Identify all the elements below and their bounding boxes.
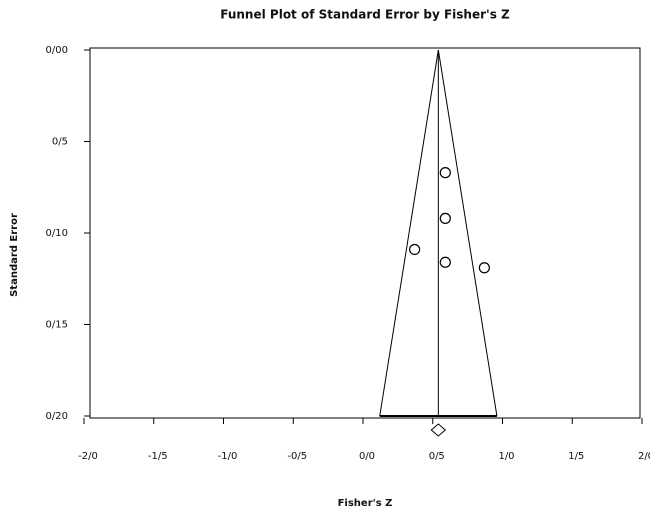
- y-tick-label: 0/00: [46, 45, 68, 56]
- plot-frame: [89, 47, 641, 419]
- x-tick-label: 1/5: [568, 451, 584, 462]
- y-tick-label: 0/5: [52, 137, 68, 148]
- funnel-edge: [379, 49, 439, 417]
- x-tick-label: 0/0: [359, 451, 375, 462]
- y-axis-label: Standard Error: [9, 213, 20, 297]
- study-point: [439, 167, 451, 179]
- study-point: [478, 262, 490, 274]
- x-tick-label: -2/0: [78, 451, 98, 462]
- study-point: [439, 256, 451, 268]
- x-tick-label: -0/5: [287, 451, 307, 462]
- y-tick-label: 0/15: [46, 320, 68, 331]
- x-axis-label: Fisher's Z: [338, 498, 393, 509]
- study-point: [409, 243, 421, 256]
- funnel-edge: [437, 49, 498, 417]
- x-tick-label: -1/5: [148, 451, 168, 462]
- summary-diamond: [430, 423, 447, 437]
- x-tick-label: -1/0: [218, 451, 238, 462]
- x-tick-label: 1/0: [498, 451, 514, 462]
- x-tick-label: 0/5: [429, 451, 445, 462]
- y-tick-label: 0/20: [46, 411, 68, 422]
- y-tick-label: 0/10: [46, 228, 68, 239]
- study-point: [439, 212, 451, 224]
- x-tick-label: 2/0: [638, 451, 650, 462]
- chart-title: Funnel Plot of Standard Error by Fisher'…: [220, 8, 510, 22]
